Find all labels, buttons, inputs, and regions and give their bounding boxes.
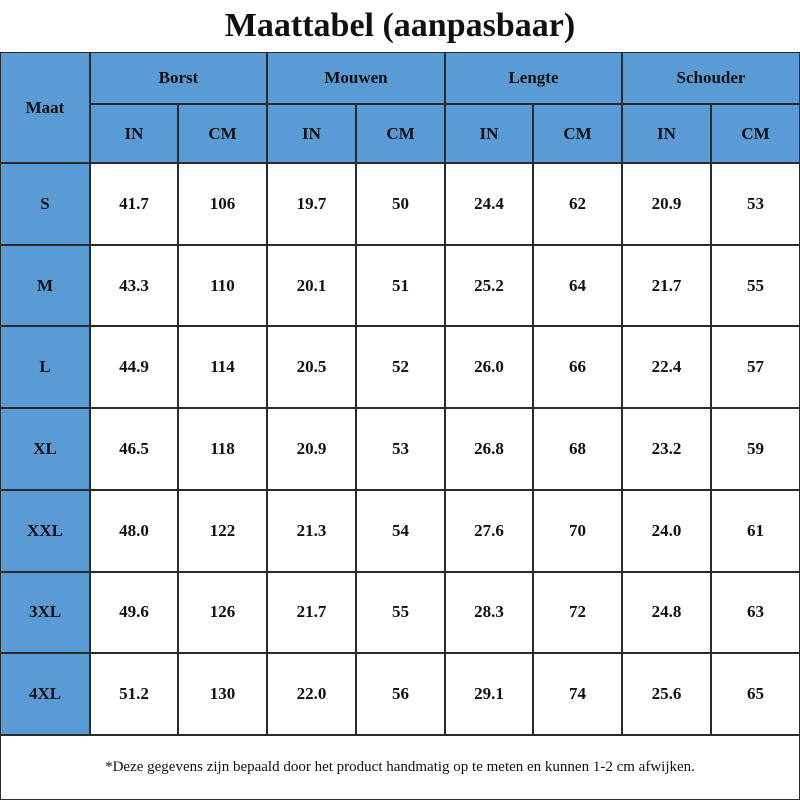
title: Maattabel (aanpasbaar) <box>224 7 576 44</box>
unit-header: CM <box>356 104 445 163</box>
value-cell: 24.8 <box>622 571 711 654</box>
value-cell: 20.5 <box>267 326 356 409</box>
size-cell: 3XL <box>0 571 90 654</box>
value-cell: 20.9 <box>267 408 356 490</box>
value-cell: 24.0 <box>622 489 711 572</box>
unit-header: CM <box>533 104 622 163</box>
value-cell: 46.5 <box>90 408 178 490</box>
value-cell: 21.7 <box>267 571 356 654</box>
value-cell: 52 <box>356 326 445 409</box>
value-cell: 27.6 <box>445 489 533 572</box>
value-cell: 65 <box>711 653 800 735</box>
unit-header: IN <box>90 104 178 163</box>
value-cell: 20.1 <box>267 244 356 327</box>
value-cell: 19.7 <box>267 163 356 245</box>
value-cell: 26.0 <box>445 326 533 409</box>
value-cell: 126 <box>178 571 267 654</box>
value-cell: 23.2 <box>622 408 711 490</box>
unit-header: CM <box>178 104 267 163</box>
value-cell: 21.3 <box>267 489 356 572</box>
value-cell: 55 <box>711 244 800 327</box>
value-cell: 66 <box>533 326 622 409</box>
size-cell: S <box>0 163 90 245</box>
value-cell: 51 <box>356 244 445 327</box>
value-cell: 49.6 <box>90 571 178 654</box>
value-cell: 118 <box>178 408 267 490</box>
value-cell: 41.7 <box>90 163 178 245</box>
value-cell: 68 <box>533 408 622 490</box>
value-cell: 74 <box>533 653 622 735</box>
value-cell: 63 <box>711 571 800 654</box>
value-cell: 51.2 <box>90 653 178 735</box>
unit-header: IN <box>267 104 356 163</box>
value-cell: 62 <box>533 163 622 245</box>
group-header: Mouwen <box>267 52 445 104</box>
value-cell: 48.0 <box>90 489 178 572</box>
value-cell: 54 <box>356 489 445 572</box>
unit-header: IN <box>445 104 533 163</box>
value-cell: 22.4 <box>622 326 711 409</box>
group-header: Schouder <box>622 52 800 104</box>
group-header: Lengte <box>445 52 622 104</box>
value-cell: 130 <box>178 653 267 735</box>
value-cell: 61 <box>711 489 800 572</box>
value-cell: 21.7 <box>622 244 711 327</box>
value-cell: 110 <box>178 244 267 327</box>
value-cell: 53 <box>711 163 800 245</box>
value-cell: 44.9 <box>90 326 178 409</box>
value-cell: 106 <box>178 163 267 245</box>
size-cell: 4XL <box>0 653 90 735</box>
value-cell: 114 <box>178 326 267 409</box>
size-cell: M <box>0 244 90 327</box>
value-cell: 43.3 <box>90 244 178 327</box>
value-cell: 25.2 <box>445 244 533 327</box>
value-cell: 56 <box>356 653 445 735</box>
value-cell: 72 <box>533 571 622 654</box>
size-header: Maat <box>0 52 90 163</box>
unit-header: CM <box>711 104 800 163</box>
value-cell: 57 <box>711 326 800 409</box>
value-cell: 50 <box>356 163 445 245</box>
value-cell: 29.1 <box>445 653 533 735</box>
value-cell: 22.0 <box>267 653 356 735</box>
value-cell: 122 <box>178 489 267 572</box>
footnote: *Deze gegevens zijn bepaald door het pro… <box>0 735 800 800</box>
value-cell: 26.8 <box>445 408 533 490</box>
value-cell: 55 <box>356 571 445 654</box>
value-cell: 24.4 <box>445 163 533 245</box>
group-header: Borst <box>90 52 267 104</box>
value-cell: 59 <box>711 408 800 490</box>
size-cell: XL <box>0 408 90 490</box>
value-cell: 53 <box>356 408 445 490</box>
unit-header: IN <box>622 104 711 163</box>
value-cell: 70 <box>533 489 622 572</box>
value-cell: 64 <box>533 244 622 327</box>
size-cell: XXL <box>0 489 90 572</box>
value-cell: 25.6 <box>622 653 711 735</box>
value-cell: 28.3 <box>445 571 533 654</box>
value-cell: 20.9 <box>622 163 711 245</box>
size-cell: L <box>0 326 90 409</box>
